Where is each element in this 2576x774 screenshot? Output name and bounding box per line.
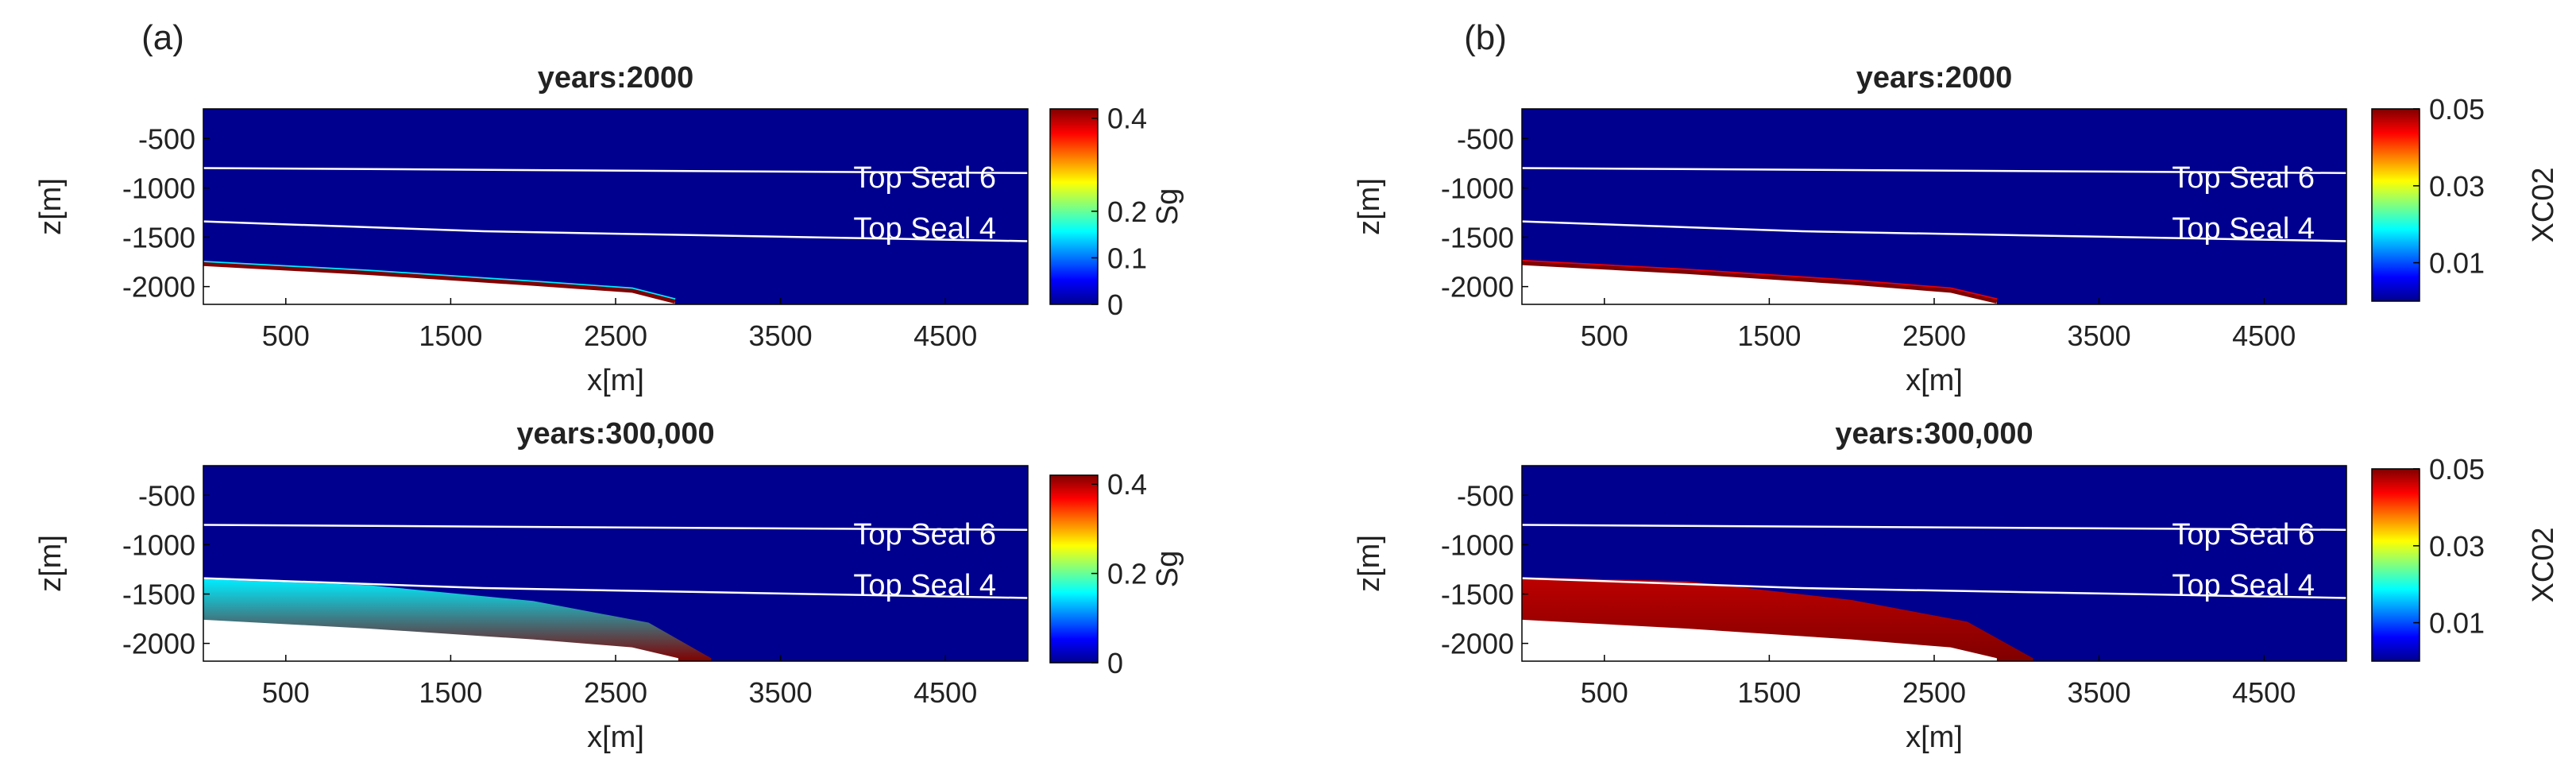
colorbar-tick-label: 0.03 <box>2429 530 2485 563</box>
colorbar-tick-label: 0.4 <box>1107 103 1147 135</box>
seal-label: Top Seal 6 <box>2172 161 2315 195</box>
y-axis-label: z[m] <box>1353 535 1386 592</box>
x-tick-label: 4500 <box>913 676 977 709</box>
x-axis-label: x[m] <box>587 364 644 397</box>
seal-label: Top Seal 4 <box>853 569 996 602</box>
chart-title: years:300,000 <box>1835 417 2033 451</box>
colorbar <box>2371 468 2420 662</box>
x-tick-label: 2500 <box>1902 676 1966 709</box>
x-axis-label: x[m] <box>587 721 644 754</box>
x-tick-label: 3500 <box>749 676 813 709</box>
plume-rim <box>1521 261 1998 304</box>
chart-title: years:2000 <box>538 61 694 95</box>
seal-line <box>1521 577 2347 599</box>
unsaturated-zone <box>1522 619 1997 661</box>
y-tick-label: -1500 <box>1441 222 1514 254</box>
seal-line <box>203 524 1029 532</box>
panel-label-b: (b) <box>1464 18 1507 57</box>
x-tick-label: 4500 <box>913 319 977 352</box>
chart-panel: Top Seal 6 Top Seal 4 500 1500 2500 3500 4500 -… <box>34 61 1184 397</box>
x-tick-label: 3500 <box>2068 676 2131 709</box>
colorbar-label: XC02 <box>2527 527 2560 602</box>
y-axis-label: z[m] <box>34 535 68 592</box>
seal-line <box>203 577 1029 599</box>
colorbar-tick-label: 0.05 <box>2429 453 2485 486</box>
y-tick-label: -1500 <box>1441 579 1514 611</box>
panel-label-a: (a) <box>141 18 184 57</box>
x-tick-label: 1500 <box>419 676 482 709</box>
colorbar-tick-label: 0.1 <box>1107 242 1147 274</box>
plume-rim <box>203 261 676 304</box>
x-tick-label: 4500 <box>2232 676 2296 709</box>
seal-label: Top Seal 4 <box>2172 569 2315 602</box>
y-tick-label: -500 <box>1457 479 1514 512</box>
y-tick-label: -500 <box>1457 122 1514 155</box>
colorbar <box>2371 108 2420 302</box>
y-tick-label: -1000 <box>1441 528 1514 561</box>
colorbar <box>1049 474 1099 664</box>
x-tick-label: 3500 <box>749 319 813 352</box>
x-axis-label: x[m] <box>1906 721 1963 754</box>
x-axis-label: x[m] <box>1906 364 1963 397</box>
unsaturated-zone <box>203 264 675 304</box>
chart-title: years:2000 <box>1856 61 2013 95</box>
unsaturated-zone <box>203 619 678 661</box>
seal-line <box>203 167 1029 175</box>
x-tick-label: 1500 <box>1737 319 1801 352</box>
colorbar-label: XC02 <box>2527 167 2560 242</box>
x-tick-label: 3500 <box>2068 319 2131 352</box>
x-tick-label: 2500 <box>584 319 647 352</box>
colorbar <box>1049 108 1099 305</box>
seal-label: Top Seal 4 <box>853 212 996 246</box>
seal-label: Top Seal 6 <box>853 518 996 551</box>
chart-panel: Top Seal 6 Top Seal 4 500 1500 2500 3500 4500 -… <box>1353 417 2560 754</box>
chart-panel: Top Seal 6 Top Seal 4 500 1500 2500 3500 4500 -… <box>1353 61 2560 397</box>
seal-label: Top Seal 4 <box>2172 212 2315 246</box>
x-tick-label: 1500 <box>1737 676 1801 709</box>
chart-title: years:300,000 <box>516 417 714 451</box>
seal-label: Top Seal 6 <box>853 161 996 195</box>
x-tick-label: 2500 <box>584 676 647 709</box>
colorbar-label: Sg <box>1151 551 1184 587</box>
x-tick-label: 2500 <box>1902 319 1966 352</box>
seal-line <box>1521 524 2347 532</box>
y-axis-label: z[m] <box>1353 178 1386 235</box>
colorbar-tick-label: 0.01 <box>2429 247 2485 280</box>
x-tick-label: 1500 <box>419 319 482 352</box>
y-tick-label: -2000 <box>1441 628 1514 660</box>
y-tick-label: -2000 <box>122 628 195 660</box>
y-tick-label: -2000 <box>122 271 195 304</box>
y-tick-label: -1000 <box>122 172 195 204</box>
seal-line <box>203 220 1029 242</box>
colorbar-tick-label: 0 <box>1107 647 1123 679</box>
y-axis-label: z[m] <box>34 178 68 235</box>
y-tick-label: -500 <box>138 479 195 512</box>
x-tick-label: 500 <box>1581 676 1628 709</box>
colorbar-tick-label: 0.01 <box>2429 607 2485 640</box>
chart-panel: Top Seal 6 Top Seal 4 500 1500 2500 3500 4500 -… <box>34 417 1184 754</box>
y-tick-label: -1500 <box>122 579 195 611</box>
colorbar-label: Sg <box>1151 188 1184 225</box>
x-tick-label: 500 <box>262 676 310 709</box>
y-tick-label: -500 <box>138 122 195 155</box>
y-tick-label: -1500 <box>122 222 195 254</box>
colorbar-tick-label: 0.03 <box>2429 170 2485 203</box>
colorbar-tick-label: 0.2 <box>1107 195 1147 228</box>
y-tick-label: -2000 <box>1441 271 1514 304</box>
seal-label: Top Seal 6 <box>2172 518 2315 551</box>
seal-line <box>1521 220 2347 242</box>
y-tick-label: -1000 <box>122 528 195 561</box>
colorbar-tick-label: 0.2 <box>1107 558 1147 590</box>
x-tick-label: 4500 <box>2232 319 2296 352</box>
x-tick-label: 500 <box>1581 319 1628 352</box>
seal-line <box>1521 167 2347 175</box>
y-tick-label: -1000 <box>1441 172 1514 204</box>
x-tick-label: 500 <box>262 319 310 352</box>
colorbar-tick-label: 0.05 <box>2429 93 2485 126</box>
colorbar-tick-label: 0.4 <box>1107 468 1147 501</box>
unsaturated-zone <box>1522 262 1997 304</box>
colorbar-tick-label: 0 <box>1107 288 1123 321</box>
